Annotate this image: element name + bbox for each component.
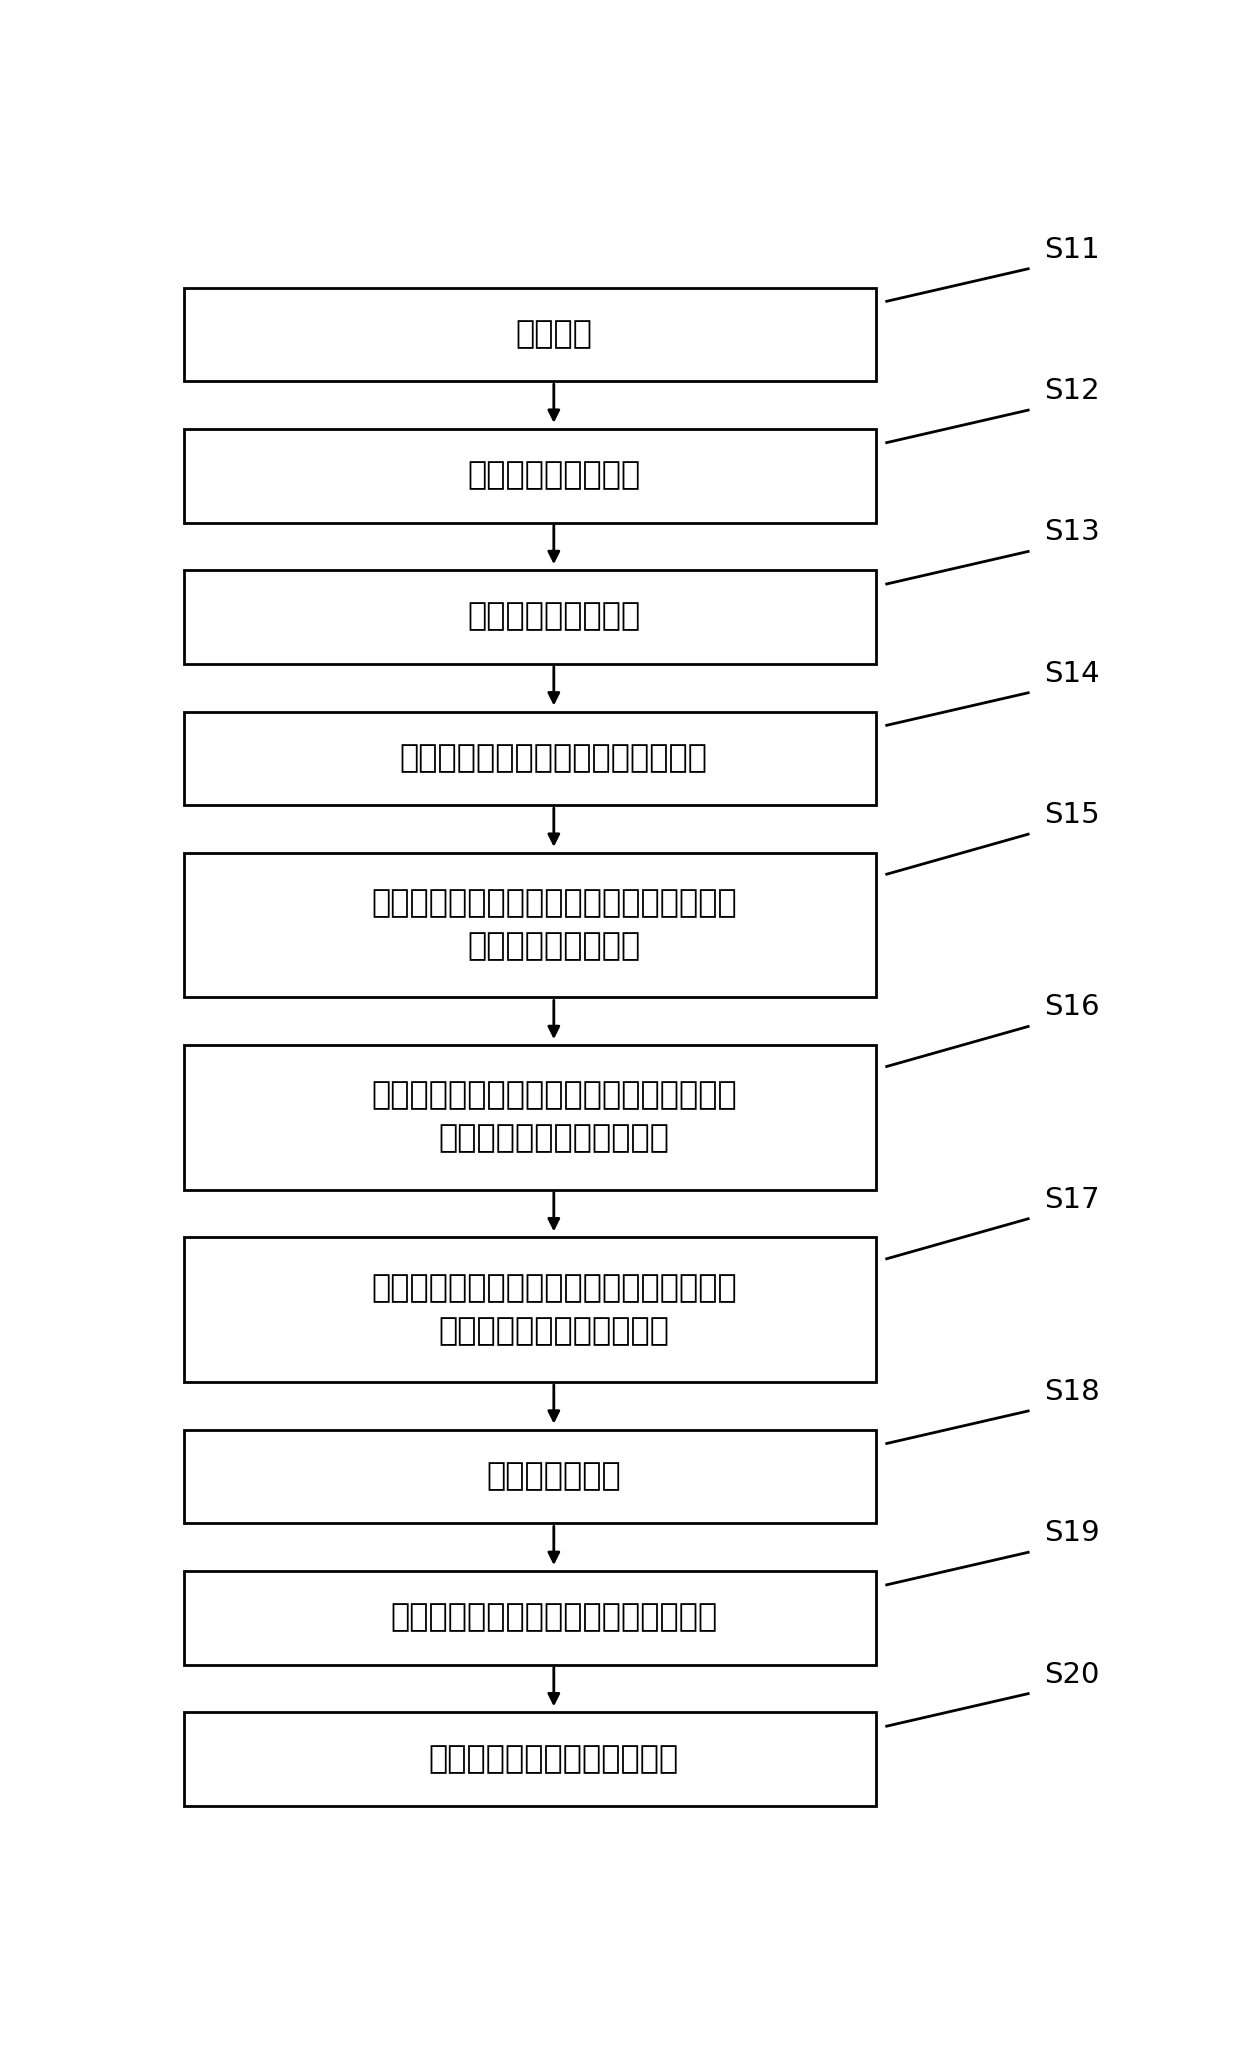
- Text: 在缓冲层和多晶硅图案上形成栅绝缘层: 在缓冲层和多晶硅图案上形成栅绝缘层: [391, 1602, 718, 1633]
- Bar: [184, 853, 875, 997]
- Text: S19: S19: [1044, 1520, 1100, 1547]
- Text: 对缓冲层进行湿蚀刻: 对缓冲层进行湿蚀刻: [467, 601, 640, 632]
- Text: S20: S20: [1044, 1660, 1100, 1689]
- Text: S18: S18: [1044, 1377, 1100, 1406]
- Text: 在基板上形成缓冲层: 在基板上形成缓冲层: [467, 460, 640, 491]
- Bar: [184, 1045, 875, 1189]
- Text: 提供基板: 提供基板: [516, 318, 593, 349]
- Bar: [184, 570, 875, 663]
- Bar: [184, 1237, 875, 1381]
- Text: 在栅绝缘层上形成第一金属层: 在栅绝缘层上形成第一金属层: [429, 1743, 680, 1774]
- Bar: [184, 287, 875, 382]
- Text: 将非晶硅图案进行处理使其中的非晶硅转变
为多晶硅以形成多晶硅图案: 将非晶硅图案进行处理使其中的非晶硅转变 为多晶硅以形成多晶硅图案: [371, 1080, 737, 1154]
- Text: S13: S13: [1044, 518, 1100, 547]
- Text: S12: S12: [1044, 378, 1100, 405]
- Text: S15: S15: [1044, 801, 1100, 828]
- Text: 在湿蚀刻后的缓冲层上形成非晶硅层: 在湿蚀刻后的缓冲层上形成非晶硅层: [399, 743, 708, 774]
- Bar: [184, 430, 875, 522]
- Text: S17: S17: [1044, 1185, 1100, 1214]
- Bar: [184, 712, 875, 805]
- Text: 对沟道进行掺杂: 对沟道进行掺杂: [486, 1462, 621, 1493]
- Text: 对非晶硅层进行干蚀刻，形成由至少一个沟
道构成的非晶硅图案: 对非晶硅层进行干蚀刻，形成由至少一个沟 道构成的非晶硅图案: [371, 888, 737, 962]
- Text: S16: S16: [1044, 993, 1100, 1022]
- Text: S14: S14: [1044, 659, 1100, 688]
- Bar: [184, 1712, 875, 1807]
- Bar: [184, 1429, 875, 1524]
- Text: 将非晶硅图案进行处理使其中的非晶硅转变
为多晶硅以形成多晶硅图案: 将非晶硅图案进行处理使其中的非晶硅转变 为多晶硅以形成多晶硅图案: [371, 1272, 737, 1346]
- Bar: [184, 1571, 875, 1664]
- Text: S11: S11: [1044, 235, 1100, 264]
